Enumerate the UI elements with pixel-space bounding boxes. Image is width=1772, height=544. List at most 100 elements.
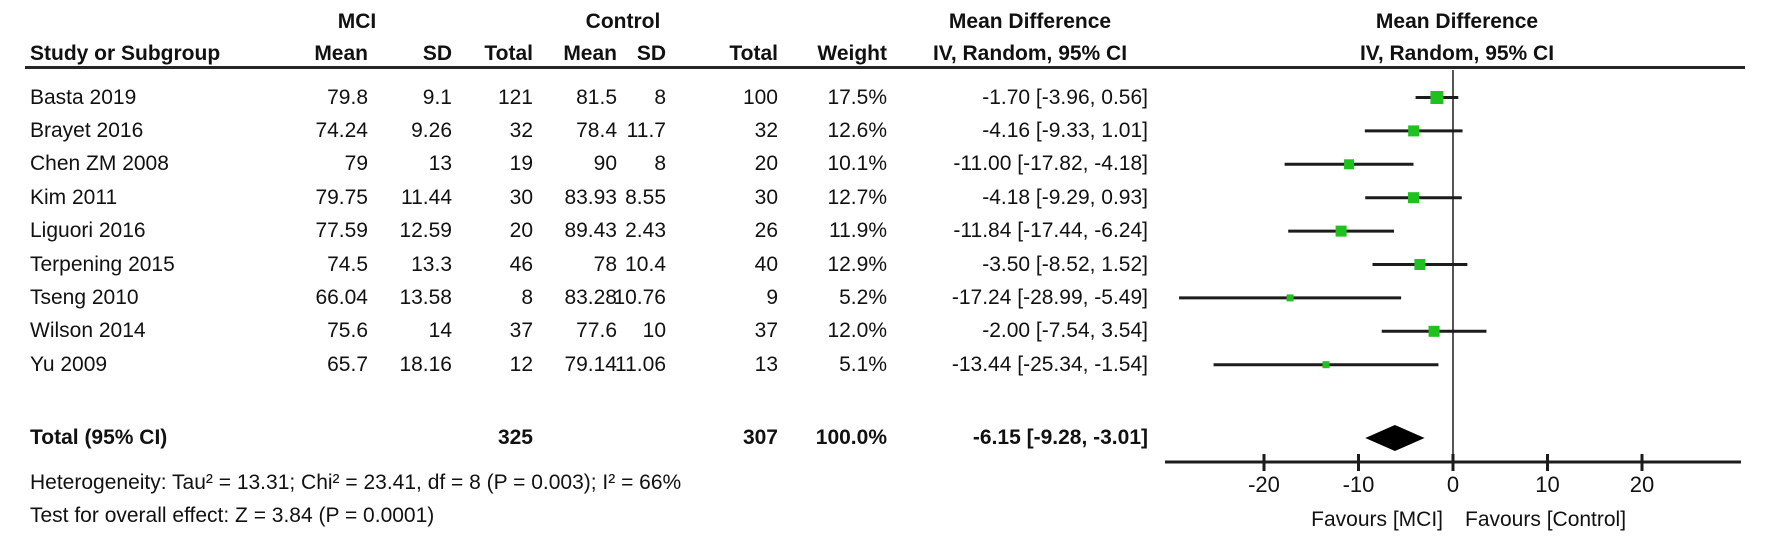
weight-cell: 11.9%: [829, 219, 887, 243]
study-name: Brayet 2016: [30, 118, 144, 142]
study-name: Liguori 2016: [30, 219, 146, 243]
mci-sd-cell: 11.44: [401, 185, 452, 209]
control-total-cell: 13: [754, 352, 778, 376]
control-total-cell: 40: [754, 252, 778, 276]
control-sd-cell: 8: [654, 152, 666, 176]
control-mean-cell: 83.28: [564, 285, 617, 309]
mci-total-header: Total: [484, 42, 533, 65]
control-total-cell: 9: [766, 285, 778, 309]
mci-mean-cell: 77.59: [315, 219, 368, 243]
axis-tick-label: 10: [1535, 472, 1559, 497]
study-name: Wilson 2014: [30, 319, 146, 343]
weight-cell: 5.2%: [839, 285, 887, 309]
control-total-cell: 37: [754, 319, 778, 343]
plot-mean-difference-header: Mean Difference: [1375, 10, 1539, 33]
ci-text-cell: -4.18 [-9.29, 0.93]: [982, 185, 1148, 209]
mci-sd-cell: 13.58: [399, 285, 452, 309]
control-sd-cell: 11.7: [626, 118, 666, 142]
weight-cell: 5.1%: [839, 352, 887, 376]
control-sd-cell: 11.06: [615, 352, 666, 376]
study-name: Yu 2009: [30, 352, 108, 376]
effect-marker: [1286, 294, 1294, 302]
control-sd-header: SD: [636, 42, 666, 65]
mci-mean-cell: 75.6: [327, 319, 368, 343]
mci-mean-cell: 66.04: [315, 285, 368, 309]
control-mean-cell: 81.5: [576, 85, 617, 109]
mci-total-cell: 121: [497, 85, 533, 109]
study-name: Basta 2019: [30, 85, 137, 109]
mci-total-cell: 30: [509, 185, 533, 209]
mci-total-cell: 19: [509, 152, 533, 176]
favours-mci-label: Favours [MCI]: [1311, 508, 1443, 531]
weight-cell: 12.6%: [827, 118, 887, 142]
control-mean-cell: 83.93: [564, 185, 617, 209]
ci-text-cell: -2.00 [-7.54, 3.54]: [982, 319, 1148, 343]
mci-total-cell: 20: [509, 219, 533, 243]
mci-total-cell: 12: [509, 352, 533, 376]
effect-marker: [1428, 325, 1440, 337]
mci-sd-header: SD: [422, 42, 452, 65]
control-group-header: Control: [585, 10, 661, 33]
control-sd-cell: 10.4: [625, 252, 666, 276]
mci-sd-cell: 18.16: [399, 352, 452, 376]
control-sd-cell: 2.43: [625, 219, 666, 243]
effect-marker: [1344, 159, 1355, 170]
overall-effect-text: Test for overall effect: Z = 3.84 (P = 0…: [30, 504, 435, 527]
study-column-header: Study or Subgroup: [30, 42, 221, 65]
effect-marker: [1407, 192, 1419, 204]
mci-total-cell: 8: [521, 285, 533, 309]
study-name: Kim 2011: [30, 185, 118, 209]
plot-ci-column-header: IV, Random, 95% CI: [1359, 42, 1555, 65]
control-total-header: Total: [729, 42, 778, 65]
mci-sd-cell: 9.1: [422, 85, 452, 109]
mci-total-cell: 46: [509, 252, 533, 276]
control-total-cell: 100: [742, 85, 778, 109]
ci-column-header: IV, Random, 95% CI: [932, 42, 1128, 65]
mci-group-header: MCI: [337, 10, 377, 33]
ci-text-cell: -3.50 [-8.52, 1.52]: [982, 252, 1148, 276]
effect-marker: [1430, 91, 1444, 104]
ci-text-cell: -17.24 [-28.99, -5.49]: [951, 285, 1148, 309]
study-name: Tseng 2010: [30, 285, 139, 309]
mci-mean-cell: 74.24: [315, 118, 368, 142]
ci-text-cell: -1.70 [-3.96, 0.56]: [982, 85, 1148, 109]
header-underline: [25, 66, 1745, 69]
mci-mean-cell: 79: [344, 152, 368, 176]
mci-sd-cell: 12.59: [399, 219, 452, 243]
study-name: Terpening 2015: [30, 252, 175, 276]
effect-marker: [1408, 125, 1420, 137]
weight-cell: 17.5%: [827, 85, 887, 109]
ci-text-cell: -13.44 [-25.34, -1.54]: [951, 352, 1148, 376]
control-mean-cell: 77.6: [576, 319, 617, 343]
favours-control-label: Favours [Control]: [1465, 508, 1626, 531]
axis-tick-label: 0: [1447, 472, 1459, 497]
mci-sd-cell: 13.3: [411, 252, 452, 276]
ci-text-cell: -11.84 [-17.44, -6.24]: [953, 219, 1148, 243]
effect-marker: [1335, 225, 1347, 237]
mci-mean-cell: 79.8: [327, 85, 368, 109]
mci-sd-cell: 14: [428, 319, 452, 343]
total-ci-text: -6.15 [-9.28, -3.01]: [972, 426, 1148, 449]
control-sd-cell: 10.76: [613, 285, 666, 309]
mci-mean-cell: 74.5: [327, 252, 368, 276]
control-mean-cell: 89.43: [564, 219, 617, 243]
total-mci-count: 325: [497, 426, 533, 449]
control-total-cell: 20: [754, 152, 778, 176]
total-row-label: Total (95% CI): [30, 426, 168, 449]
mean-difference-header: Mean Difference: [948, 10, 1112, 33]
weight-cell: 12.7%: [827, 185, 887, 209]
total-control-count: 307: [742, 426, 778, 449]
weight-cell: 12.0%: [827, 319, 887, 343]
total-weight: 100.0%: [815, 426, 887, 449]
study-name: Chen ZM 2008: [30, 152, 169, 176]
control-mean-cell: 78.4: [576, 118, 617, 142]
weight-cell: 12.9%: [827, 252, 887, 276]
control-mean-header: Mean: [563, 42, 617, 65]
control-mean-cell: 79.14: [564, 352, 617, 376]
mci-total-cell: 37: [509, 319, 533, 343]
mci-total-cell: 32: [509, 118, 533, 142]
heterogeneity-text: Heterogeneity: Tau² = 13.31; Chi² = 23.4…: [30, 471, 682, 494]
mci-mean-cell: 79.75: [315, 185, 368, 209]
ci-text-cell: -4.16 [-9.33, 1.01]: [982, 118, 1148, 142]
